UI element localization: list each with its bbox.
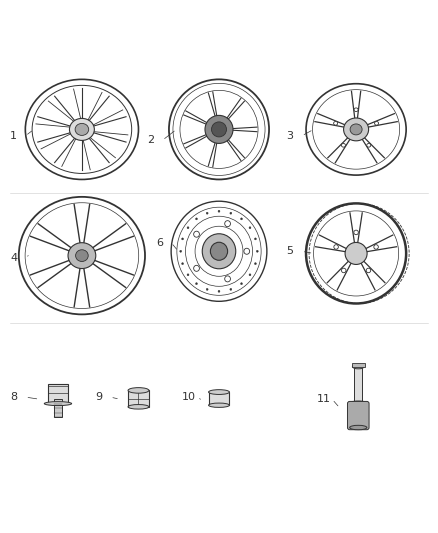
Text: 2: 2 [147,135,154,146]
Ellipse shape [343,118,369,141]
Ellipse shape [218,290,220,292]
Text: 5: 5 [286,246,293,256]
Ellipse shape [195,282,198,285]
Ellipse shape [350,425,367,430]
FancyBboxPatch shape [354,367,362,403]
Ellipse shape [68,243,96,269]
Ellipse shape [128,405,149,409]
Ellipse shape [366,268,371,273]
Ellipse shape [75,124,88,135]
Ellipse shape [76,250,88,262]
Ellipse shape [345,243,367,264]
Ellipse shape [230,288,232,290]
Ellipse shape [350,124,362,135]
Text: 6: 6 [156,238,163,247]
Ellipse shape [240,282,243,285]
Text: 3: 3 [286,131,293,141]
Ellipse shape [70,118,94,140]
Text: 10: 10 [182,392,196,402]
Ellipse shape [354,230,358,235]
FancyBboxPatch shape [53,399,62,417]
Ellipse shape [194,265,199,271]
Ellipse shape [244,248,250,254]
FancyBboxPatch shape [208,392,230,405]
Ellipse shape [349,401,368,406]
Ellipse shape [342,143,346,147]
Text: 9: 9 [95,392,102,402]
Ellipse shape [194,231,199,237]
Ellipse shape [256,251,258,252]
FancyBboxPatch shape [347,401,369,430]
Ellipse shape [225,221,230,227]
Ellipse shape [205,115,233,143]
FancyBboxPatch shape [128,390,149,407]
Ellipse shape [218,210,220,212]
Ellipse shape [342,268,346,273]
Ellipse shape [230,212,232,214]
Ellipse shape [202,234,236,269]
Ellipse shape [187,227,189,229]
Ellipse shape [206,288,208,290]
Text: 8: 8 [10,392,17,402]
Ellipse shape [206,212,208,214]
Ellipse shape [374,122,378,125]
Text: 1: 1 [10,131,17,141]
Ellipse shape [354,108,358,111]
Ellipse shape [254,263,256,265]
Ellipse shape [249,274,251,276]
Text: 11: 11 [317,394,331,404]
Ellipse shape [208,403,230,407]
Ellipse shape [334,245,338,249]
Ellipse shape [334,122,338,125]
Text: 4: 4 [10,253,17,263]
Ellipse shape [187,274,189,276]
Ellipse shape [195,218,198,220]
Ellipse shape [128,387,149,393]
Ellipse shape [249,227,251,229]
Ellipse shape [212,122,226,137]
Ellipse shape [367,143,371,147]
Ellipse shape [180,251,182,252]
Ellipse shape [182,263,184,265]
Ellipse shape [208,390,230,394]
Ellipse shape [44,402,72,406]
Ellipse shape [353,365,364,369]
Ellipse shape [240,218,243,220]
Ellipse shape [182,238,184,240]
FancyBboxPatch shape [48,384,68,403]
Ellipse shape [225,276,230,282]
Ellipse shape [374,245,378,249]
Ellipse shape [254,238,256,240]
Ellipse shape [210,243,228,260]
FancyBboxPatch shape [352,363,364,367]
